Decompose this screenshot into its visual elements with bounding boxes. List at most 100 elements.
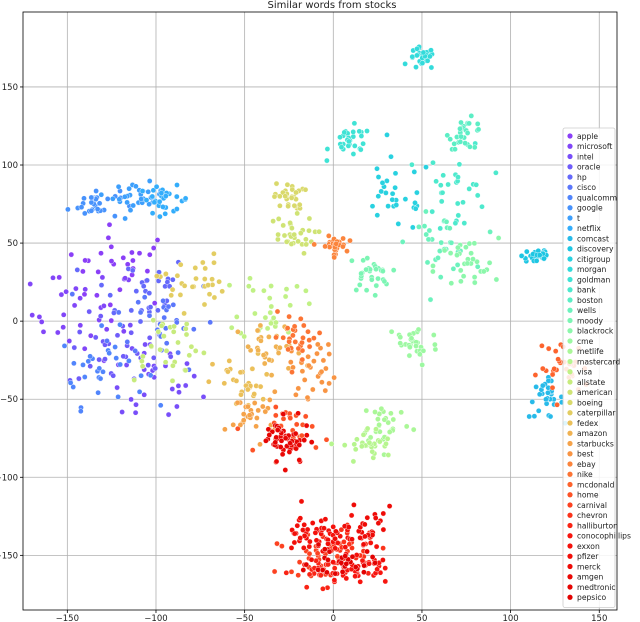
- point-mastercard: [360, 431, 367, 438]
- x-tick-label: 150: [591, 614, 607, 622]
- point-caterpillar: [211, 259, 217, 266]
- point-ebay: [340, 243, 346, 250]
- point-comcast: [533, 384, 539, 390]
- legend-marker-exxon: [567, 543, 573, 549]
- point-starbucks: [259, 403, 266, 410]
- point-netflix: [162, 193, 169, 199]
- legend-marker-cisco: [567, 184, 573, 190]
- legend-label-morgan: morgan: [577, 265, 607, 274]
- point-bank: [460, 199, 466, 206]
- y-tick-label: 100: [2, 161, 18, 171]
- point-halliburton: [313, 557, 319, 564]
- point-citigroup: [375, 193, 382, 199]
- point-allstate: [182, 325, 189, 332]
- point-ebay: [333, 240, 340, 247]
- y-tick-label: −150: [0, 551, 18, 561]
- point-visa: [241, 333, 247, 340]
- point-intel: [191, 373, 197, 379]
- point-pfizer: [300, 527, 306, 533]
- point-goldman: [350, 129, 357, 135]
- point-amazon: [258, 337, 264, 344]
- point-caterpillar: [209, 276, 215, 283]
- point-mcdonald: [532, 372, 539, 378]
- point-google: [82, 210, 88, 217]
- point-caterpillar: [211, 250, 217, 257]
- point-moody: [375, 275, 381, 282]
- point-google: [112, 213, 118, 219]
- point-halliburton: [331, 565, 338, 572]
- legend-label-cme: cme: [577, 337, 594, 346]
- point-fedex: [226, 358, 233, 364]
- point-moody: [380, 268, 386, 274]
- point-amgen: [273, 458, 280, 465]
- point-amgen: [279, 451, 286, 458]
- point-blackrock: [468, 250, 474, 256]
- y-tick-label: −100: [0, 473, 18, 483]
- legend-marker-qualcomm: [567, 194, 573, 201]
- point-exxon: [342, 544, 349, 550]
- point-blackrock: [470, 256, 476, 262]
- point-microsoft: [58, 291, 65, 298]
- point-pfizer: [301, 522, 308, 528]
- point-visa: [266, 295, 273, 301]
- point-metlife: [375, 416, 381, 422]
- point-nike: [300, 322, 307, 329]
- legend-label-goldman: goldman: [577, 275, 610, 284]
- point-moody: [373, 266, 379, 273]
- point-goldman: [357, 146, 364, 153]
- legend-marker-conocophillips: [567, 533, 573, 539]
- point-goldman: [351, 120, 358, 127]
- point-ebay: [322, 243, 328, 250]
- point-microsoft: [36, 314, 43, 320]
- point-exxon: [306, 543, 313, 550]
- point-chevron: [349, 545, 355, 551]
- y-tick-label: −50: [0, 395, 18, 405]
- point-pfizer: [297, 535, 304, 541]
- point-wells: [426, 227, 433, 234]
- legend-marker-bank: [567, 287, 573, 293]
- point-microsoft: [99, 274, 106, 281]
- legend-label-citigroup: citigroup: [577, 255, 611, 264]
- point-pepsico: [315, 541, 322, 548]
- y-tick-label: 150: [2, 83, 18, 93]
- point-mcdonald: [549, 371, 556, 378]
- point-american: [288, 241, 295, 247]
- point-microsoft: [73, 285, 79, 292]
- point-mastercard: [364, 425, 371, 432]
- point-visa: [268, 303, 275, 310]
- point-bank: [456, 161, 463, 168]
- point-boeing: [293, 189, 299, 196]
- point-pfizer: [300, 545, 307, 551]
- axis-ticks: −150 −100 −50 0 50 100 150 −150 −100 −50 0 50 100 150: [0, 83, 607, 622]
- point-wells: [423, 231, 430, 238]
- point-apple: [68, 251, 75, 258]
- point-hp: [144, 277, 150, 284]
- point-fedex: [263, 371, 270, 378]
- point-wells: [454, 262, 461, 268]
- point-best: [331, 374, 337, 381]
- point-cisco: [207, 319, 213, 326]
- point-microsoft: [66, 338, 73, 344]
- point-amgen: [282, 467, 289, 473]
- point-cme: [420, 347, 427, 354]
- point-apple: [56, 274, 63, 281]
- point-moody: [358, 270, 364, 277]
- point-visa: [270, 315, 277, 321]
- y-tick-label: 50: [7, 239, 18, 249]
- point-oracle: [150, 354, 157, 361]
- point-boeing: [276, 193, 283, 200]
- point-apple: [81, 291, 88, 298]
- point-nike: [290, 332, 296, 339]
- point-bank: [440, 172, 447, 179]
- point-nike: [297, 315, 304, 322]
- point-american: [297, 230, 304, 236]
- point-oracle: [76, 329, 83, 335]
- point-cme: [419, 362, 426, 368]
- point-hp: [74, 267, 81, 273]
- point-bank: [452, 220, 459, 226]
- point-allstate: [201, 350, 207, 356]
- point-caterpillar: [201, 301, 208, 308]
- point-allstate: [162, 359, 169, 366]
- point-moody: [364, 255, 371, 261]
- legend-marker-moody: [567, 317, 573, 324]
